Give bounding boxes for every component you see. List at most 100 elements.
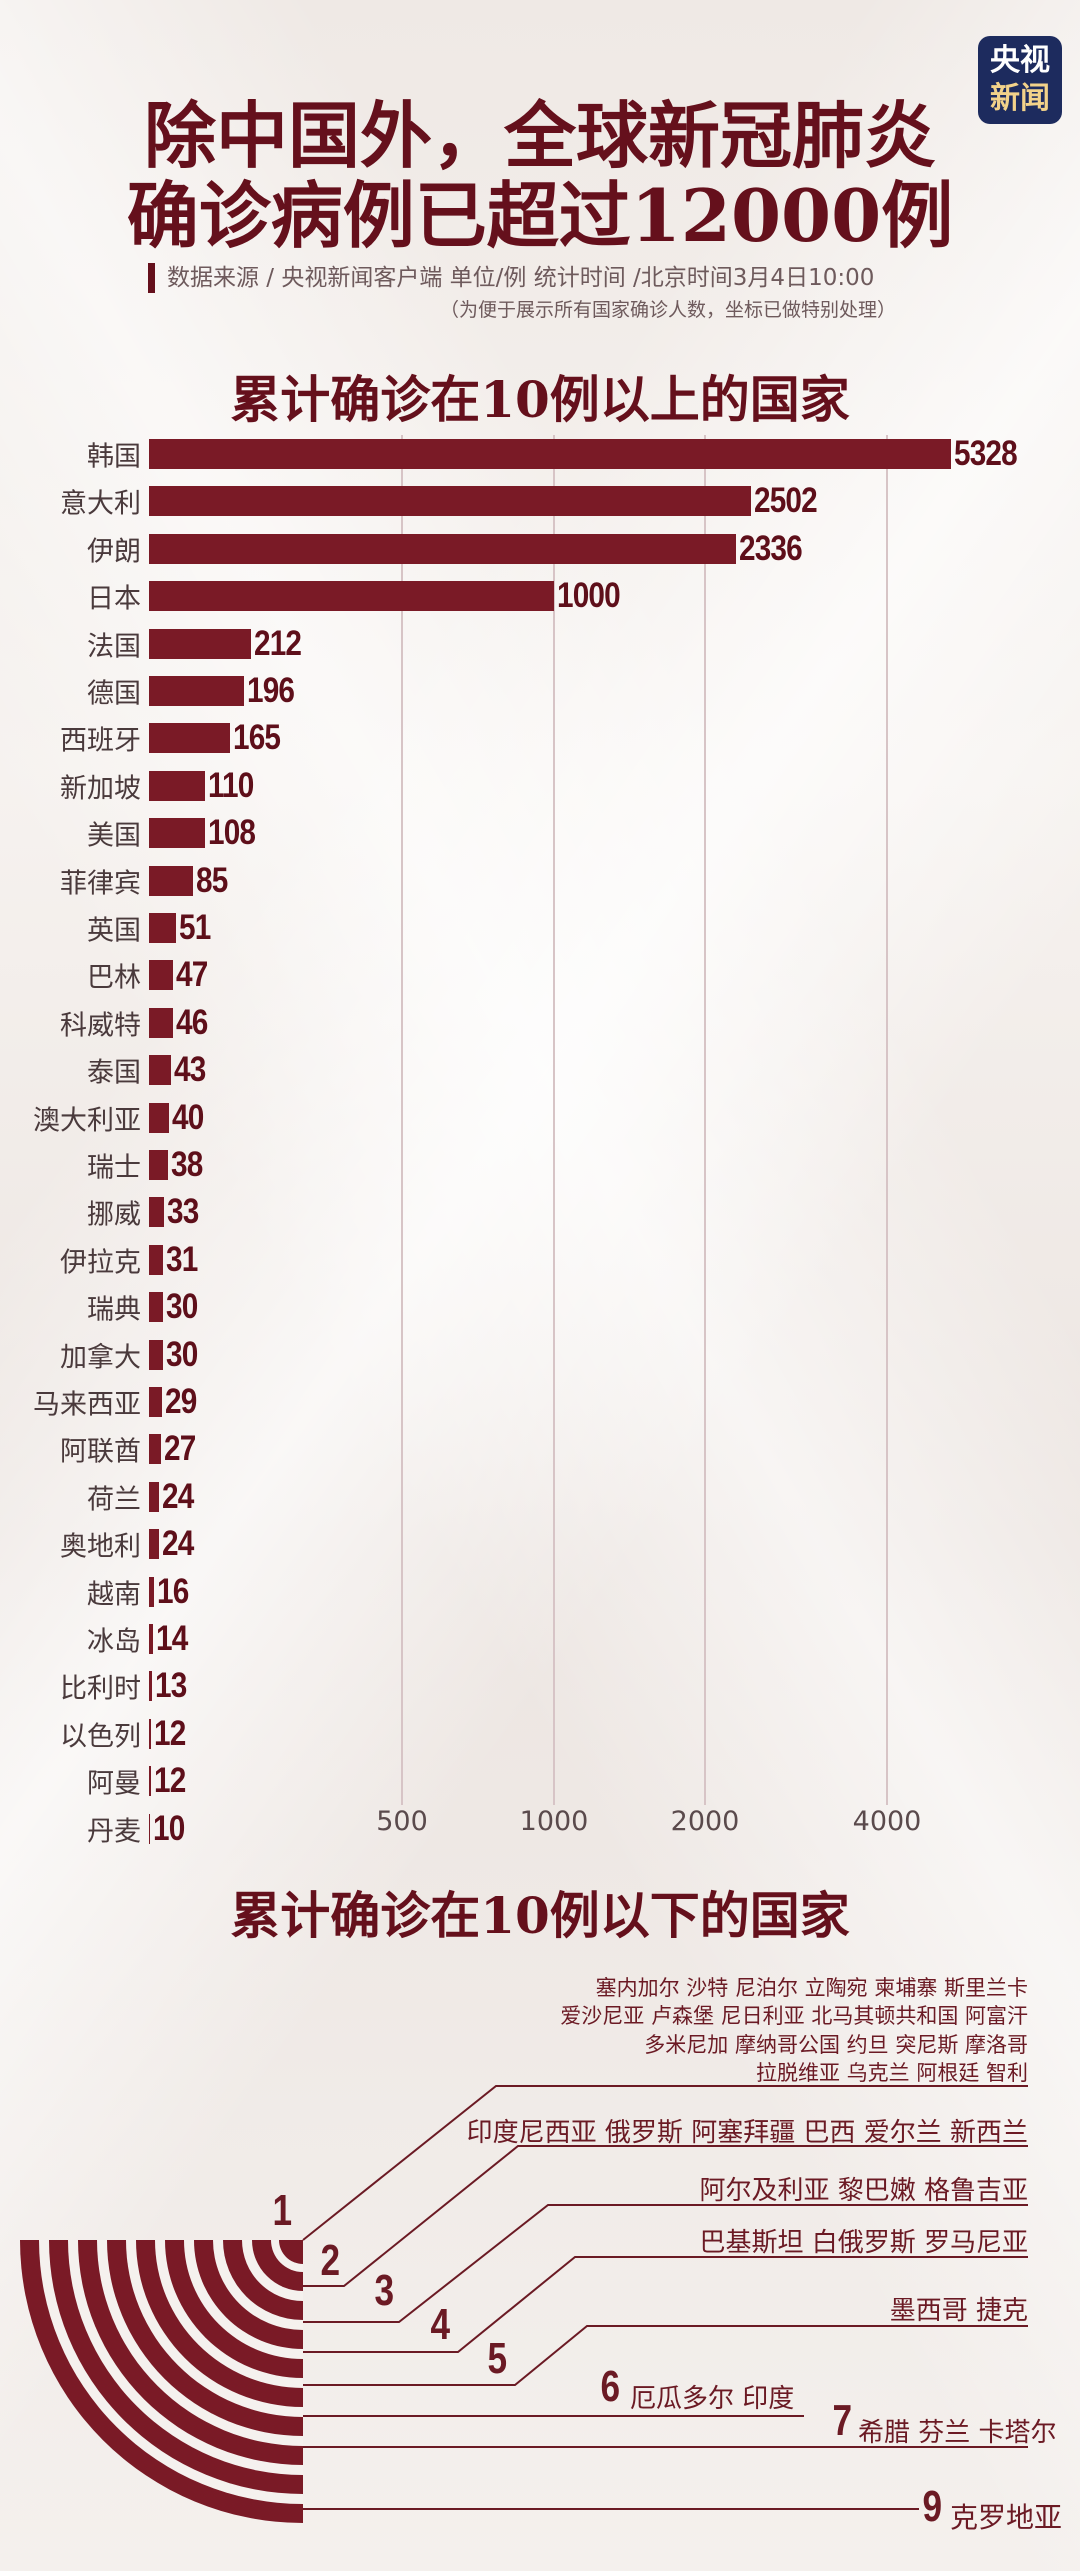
- gridline: [401, 435, 403, 1805]
- bar: [149, 1671, 152, 1702]
- value-label: 27: [163, 1429, 196, 1469]
- category-label: 泰国: [87, 1057, 141, 1089]
- value-label: 2502: [753, 481, 818, 521]
- page-title-line2: 确诊病例已超过12000例: [126, 173, 954, 258]
- bar: [149, 1481, 159, 1512]
- bar: [149, 723, 231, 754]
- value-label: 2336: [738, 528, 803, 568]
- bar: [149, 1244, 164, 1275]
- value-label: 29: [164, 1382, 197, 1421]
- category-label: 菲律宾: [60, 868, 141, 900]
- category-label: 澳大利亚: [33, 1105, 141, 1137]
- level-number: 6: [600, 2362, 621, 2411]
- gridline: [553, 435, 555, 1805]
- category-label: 阿曼: [87, 1768, 141, 1800]
- value-label: 30: [165, 1287, 198, 1327]
- bar: [149, 1434, 161, 1465]
- value-label: 46: [175, 1002, 208, 1042]
- level-number: 3: [374, 2266, 395, 2315]
- value-label: 85: [196, 860, 228, 900]
- x-tick-label: 4000: [852, 1806, 922, 1837]
- country-row: 墨西哥 捷克: [889, 2296, 1028, 2326]
- category-label: 西班牙: [60, 725, 141, 757]
- bar: [149, 1339, 163, 1370]
- leader-line: [303, 2325, 1028, 2386]
- leader-line: [303, 2256, 1028, 2353]
- level-number: 1: [272, 2186, 293, 2235]
- value-label: 196: [246, 671, 295, 710]
- axis-note: （为便于展示所有国家确诊人数，坐标已做特别处理）: [440, 299, 897, 321]
- bar: [149, 960, 174, 991]
- country-row: 塞内加尔 沙特 尼泊尔 立陶宛 柬埔寨 斯里兰卡: [595, 1976, 1028, 2000]
- category-label: 挪威: [87, 1199, 141, 1231]
- x-tick-label: 2000: [670, 1806, 740, 1837]
- category-label: 以色列: [60, 1721, 141, 1753]
- value-label: 51: [178, 908, 211, 947]
- country-row: 希腊 芬兰 卡塔尔: [858, 2418, 1057, 2448]
- bar: [149, 770, 206, 801]
- level-number: 5: [487, 2334, 508, 2383]
- value-label: 1000: [557, 576, 621, 616]
- x-tick-label: 500: [376, 1806, 428, 1837]
- category-label: 加拿大: [60, 1342, 141, 1374]
- bar: [149, 1576, 154, 1607]
- category-label: 新加坡: [60, 773, 141, 805]
- category-label: 德国: [87, 678, 141, 710]
- bar: [149, 439, 951, 469]
- level-number: 9: [922, 2482, 943, 2531]
- bar: [149, 865, 194, 896]
- arc-center: [279, 2240, 303, 2264]
- bar: [149, 1292, 163, 1323]
- category-label: 意大利: [60, 488, 141, 520]
- bar: [149, 676, 244, 706]
- bar: [149, 1055, 171, 1086]
- value-label: 108: [207, 813, 256, 853]
- bar: [149, 1624, 153, 1654]
- value-label: 43: [173, 1050, 206, 1090]
- value-label: 10: [153, 1808, 185, 1848]
- bar: [149, 486, 751, 517]
- gridline: [886, 435, 888, 1805]
- leader-line: [302, 2085, 1028, 2241]
- chart-title: 累计确诊在10例以上的国家: [230, 370, 850, 429]
- value-label: 40: [171, 1097, 204, 1137]
- value-label: 30: [165, 1334, 198, 1374]
- logo-text-2: 新闻: [990, 81, 1050, 116]
- bar: [149, 1813, 150, 1844]
- category-label: 冰岛: [87, 1626, 141, 1658]
- category-label: 美国: [87, 820, 141, 852]
- category-label: 科威特: [60, 1010, 141, 1042]
- bar: [149, 628, 251, 659]
- category-label: 韩国: [87, 441, 141, 473]
- value-label: 38: [170, 1145, 203, 1184]
- category-label: 瑞士: [87, 1152, 141, 1184]
- country-row: 拉脱维亚 乌克兰 阿根廷 智利: [755, 2061, 1028, 2085]
- country-row: 克罗地亚: [950, 2501, 1063, 2534]
- value-label: 165: [233, 718, 281, 758]
- category-label: 越南: [87, 1579, 141, 1611]
- category-label: 英国: [87, 915, 141, 947]
- bar: [149, 1387, 162, 1417]
- page-title-line1: 除中国外，全球新冠肺炎: [143, 93, 936, 178]
- value-label: 16: [156, 1571, 189, 1611]
- x-tick-label: 1000: [519, 1806, 589, 1837]
- gridline: [704, 435, 706, 1805]
- level-number: 4: [430, 2300, 451, 2349]
- value-label: 212: [254, 623, 302, 663]
- value-label: 24: [161, 1476, 194, 1516]
- value-label: 24: [161, 1524, 194, 1564]
- category-label: 瑞典: [87, 1294, 141, 1326]
- country-row: 巴基斯坦 白俄罗斯 罗马尼亚: [699, 2228, 1028, 2258]
- category-label: 巴林: [87, 962, 141, 994]
- bar: [149, 1197, 165, 1228]
- cctv-news-logo: 央视 新闻: [978, 36, 1062, 124]
- below-10-title: 累计确诊在10例以下的国家: [230, 1886, 850, 1945]
- value-label: 47: [176, 955, 208, 995]
- bar: [149, 1150, 168, 1180]
- category-label: 奥地利: [60, 1531, 141, 1563]
- bar: [149, 533, 736, 564]
- leader-line: [303, 2204, 1028, 2323]
- country-row: 印度尼西亚 俄罗斯 阿塞拜疆 巴西 爱尔兰 新西兰: [466, 2118, 1028, 2148]
- category-label: 日本: [87, 583, 141, 615]
